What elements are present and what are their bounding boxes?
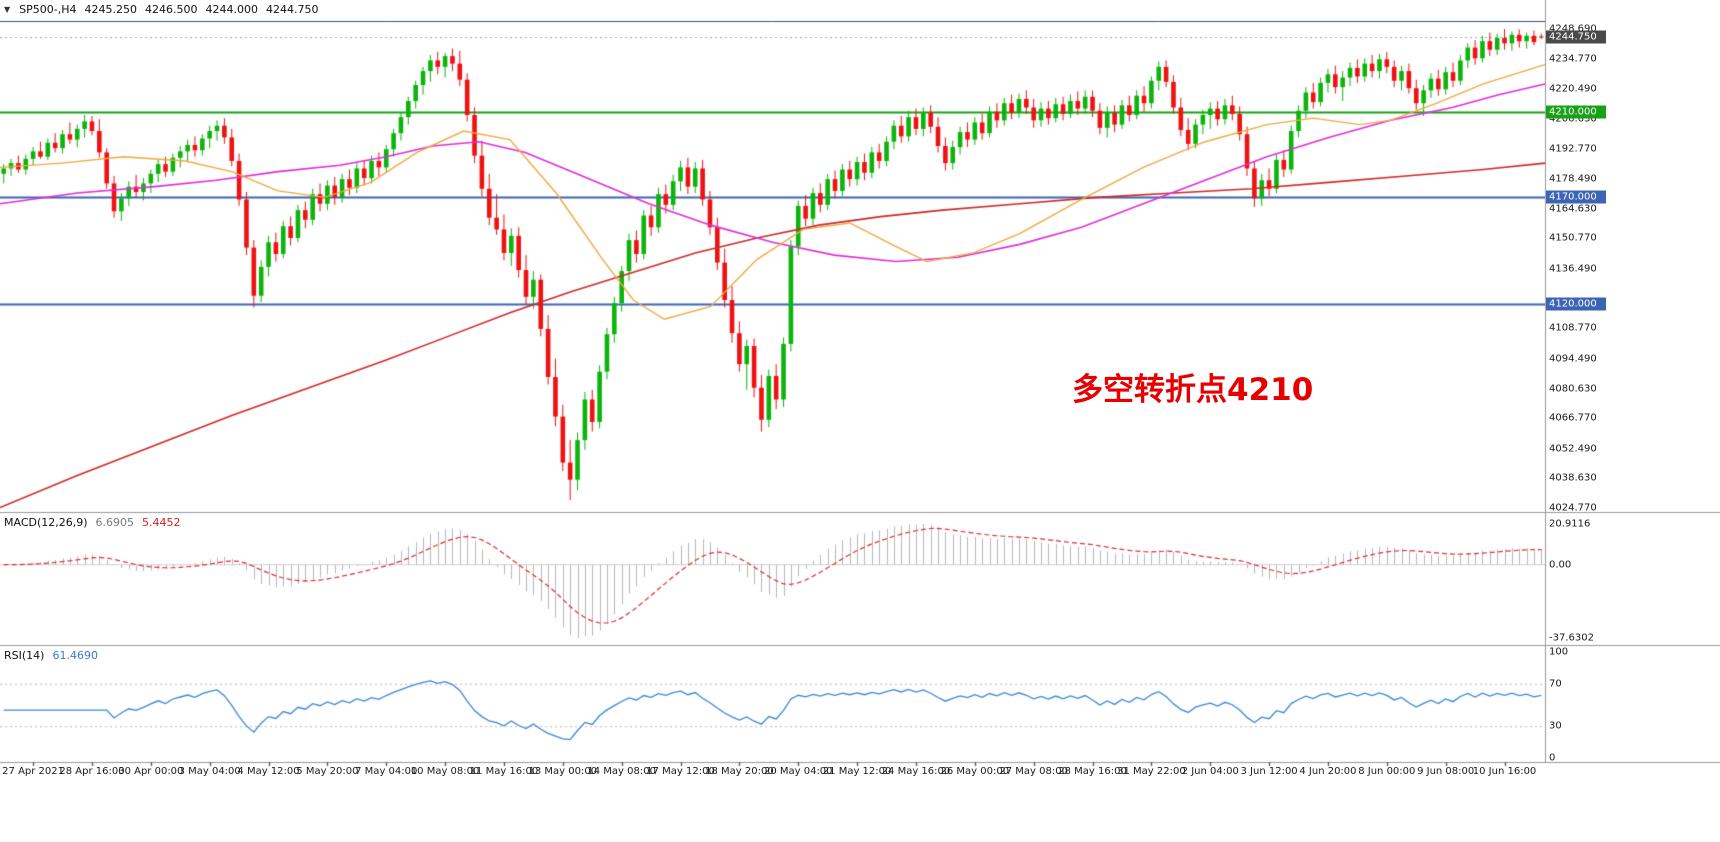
trading-chart-window: ▼ SP500-,H4 4245.250 4246.500 4244.000 4… [0,0,1720,842]
chart-canvas[interactable] [0,0,1720,842]
